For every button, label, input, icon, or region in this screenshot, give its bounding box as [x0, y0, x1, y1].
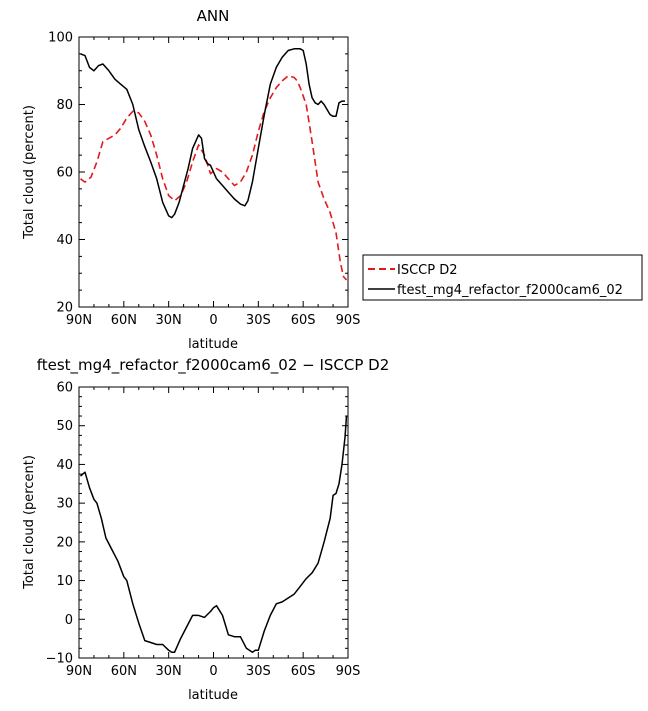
y-tick-label: 50: [56, 419, 73, 434]
legend-label-isccp: ISCCP D2: [397, 263, 458, 278]
series-line-ann-0: [80, 75, 348, 281]
x-tick-label: 60N: [111, 664, 137, 679]
y-tick-label: 60: [56, 381, 73, 396]
x-tick-label: 30S: [246, 664, 271, 679]
y-tick-label: 40: [56, 458, 73, 473]
x-tick-label: 90S: [336, 664, 361, 679]
y-tick-label: 10: [56, 574, 73, 589]
y-tick-label: 30: [56, 497, 73, 512]
x-tick-label: 60N: [111, 313, 137, 328]
legend: ISCCP D2 ftest_mg4_refactor_f2000cam6_02: [362, 254, 643, 301]
x-tick-label: 30N: [156, 664, 182, 679]
x-axis-label-ann: latitude: [188, 337, 238, 352]
y-axis-label-ann: Total cloud (percent): [22, 105, 37, 240]
y-tick-label: −10: [46, 652, 73, 667]
x-tick-label: 90N: [66, 664, 92, 679]
series-line-ann-1: [80, 48, 345, 219]
x-tick-label: 0: [209, 664, 217, 679]
panel-ann: ANN 20 40 60 80 100 90N 60N 30N 0 30S 60S 90S Tota…: [22, 7, 360, 352]
y-axis-label-difference: Total cloud (percent): [22, 455, 37, 590]
panel-difference: ftest_mg4_refactor_f2000cam6_02 − ISCCP …: [22, 356, 389, 703]
chart-title-ann: ANN: [197, 7, 230, 25]
x-tick-label: 0: [209, 313, 217, 328]
series-group-ann: [80, 48, 348, 281]
x-tick-label: 30N: [156, 313, 182, 328]
x-tick-label: 30S: [246, 313, 271, 328]
legend-box: [362, 254, 643, 301]
y-tick-label: 40: [56, 233, 73, 248]
x-axis-difference: 90N 60N 30N 0 30S 60S 90S: [66, 387, 361, 679]
chart-title-difference: ftest_mg4_refactor_f2000cam6_02 − ISCCP …: [37, 356, 390, 375]
series-group-difference: [80, 415, 348, 653]
x-tick-label: 60S: [291, 664, 316, 679]
x-axis-label-difference: latitude: [188, 688, 238, 703]
plot-frame-difference: [78, 386, 349, 659]
y-tick-label: 20: [56, 535, 73, 550]
y-axis-difference: −10 0 10 20 30 40 50 60: [46, 381, 348, 667]
x-tick-label: 90S: [336, 313, 361, 328]
x-tick-label: 60S: [291, 313, 316, 328]
y-tick-label: 100: [48, 31, 73, 46]
y-tick-label: 20: [56, 301, 73, 316]
legend-label-model: ftest_mg4_refactor_f2000cam6_02: [397, 283, 623, 298]
y-tick-label: 80: [56, 98, 73, 113]
x-tick-label: 90N: [66, 313, 92, 328]
x-axis-ann: 90N 60N 30N 0 30S 60S 90S: [66, 37, 361, 328]
y-tick-label: 0: [65, 613, 73, 628]
y-tick-label: 60: [56, 166, 73, 181]
y-axis-ann: 20 40 60 80 100: [48, 31, 348, 316]
series-line-difference-0: [80, 415, 348, 653]
